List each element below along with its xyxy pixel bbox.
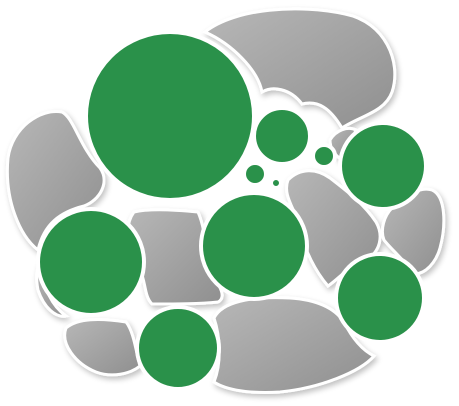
green-circle-large — [84, 30, 256, 202]
green-circle-bottom-right — [334, 252, 426, 344]
gray-blob-bottom — [212, 296, 377, 394]
gray-blob-left — [5, 110, 106, 253]
gray-blob-right — [380, 187, 446, 276]
green-circle-left — [36, 207, 146, 317]
gray-blob-bottom-left — [63, 318, 142, 377]
green-circle-dot-3 — [269, 176, 283, 190]
gray-blob-top — [202, 7, 397, 131]
green-circle-right — [338, 121, 428, 211]
green-circle-bottom — [135, 305, 221, 391]
gray-blob-group — [5, 7, 446, 394]
green-circle-center — [199, 191, 309, 301]
green-circle-dot-1 — [311, 143, 337, 169]
green-circle-dot-2 — [242, 161, 268, 187]
green-circle-top-small — [252, 106, 312, 166]
green-circle-group — [36, 30, 428, 391]
